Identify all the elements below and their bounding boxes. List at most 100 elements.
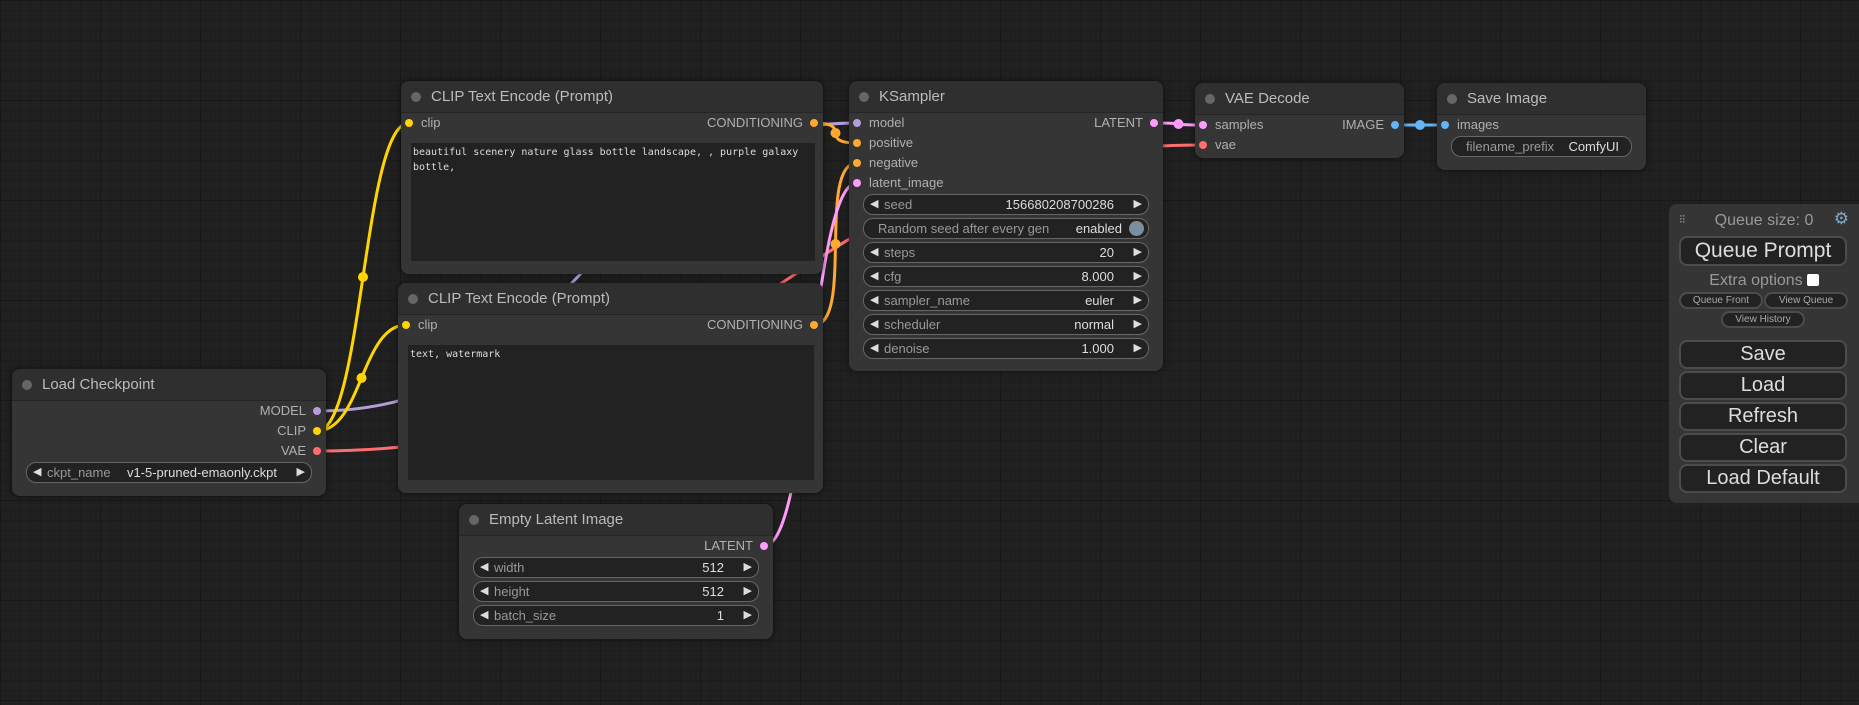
output-slot-conditioning[interactable]: CONDITIONING (707, 315, 823, 335)
input-slot-latent_image[interactable]: latent_image (849, 173, 943, 193)
slot-dot-icon[interactable] (313, 427, 321, 435)
link-midpoint-handle[interactable] (1415, 120, 1425, 130)
slot-dot-icon[interactable] (810, 119, 818, 127)
output-slot-image[interactable]: IMAGE (1342, 115, 1404, 135)
node-title[interactable]: Empty Latent Image (459, 504, 773, 536)
slot-dot-icon[interactable] (402, 321, 410, 329)
decrement-arrow-icon[interactable]: ◀ (870, 270, 879, 282)
input-slot-negative[interactable]: negative (849, 153, 918, 173)
slot-dot-icon[interactable] (1199, 141, 1207, 149)
output-slot-clip[interactable]: CLIP (277, 421, 326, 441)
node-ksampler[interactable]: KSampler model positive negative latent_imag… (849, 81, 1163, 371)
node-save-image[interactable]: Save Image images filename_prefix ComfyUI (1437, 83, 1646, 170)
extra-options-checkbox[interactable] (1806, 274, 1819, 286)
input-slot-images[interactable]: images (1437, 115, 1499, 135)
link-midpoint-handle[interactable] (356, 373, 367, 383)
decrement-arrow-icon[interactable]: ◀ (480, 609, 489, 621)
widget-filename-prefix[interactable]: filename_prefix ComfyUI (1451, 136, 1632, 157)
increment-arrow-icon[interactable]: ▶ (743, 585, 752, 597)
node-title[interactable]: Load Checkpoint (12, 369, 326, 401)
decrement-arrow-icon[interactable]: ◀ (33, 466, 42, 478)
input-slot-clip[interactable]: clip (398, 315, 438, 335)
load-button[interactable]: Load (1679, 371, 1847, 400)
node-vae-decode[interactable]: VAE Decode samples vae IMAGE (1195, 83, 1404, 158)
slot-dot-icon[interactable] (810, 321, 818, 329)
increment-arrow-icon[interactable]: ▶ (1133, 294, 1142, 306)
node-title[interactable]: CLIP Text Encode (Prompt) (398, 283, 823, 315)
output-slot-vae[interactable]: VAE (281, 441, 326, 461)
widget-sampler-name[interactable]: ◀ ▶ sampler_name euler (863, 290, 1149, 311)
node-title[interactable]: CLIP Text Encode (Prompt) (401, 81, 823, 113)
widget-random-seed-after-every-gen[interactable]: Random seed after every gen enabled (863, 218, 1149, 239)
increment-arrow-icon[interactable]: ▶ (743, 561, 752, 573)
prompt-textarea[interactable]: text, watermark (408, 345, 814, 480)
link-midpoint-handle[interactable] (830, 239, 841, 249)
slot-dot-icon[interactable] (853, 119, 861, 127)
decrement-arrow-icon[interactable]: ◀ (870, 342, 879, 354)
slot-dot-icon[interactable] (1441, 121, 1449, 129)
slot-dot-icon[interactable] (760, 542, 768, 550)
slot-dot-icon[interactable] (405, 119, 413, 127)
view-queue-button[interactable]: View Queue (1764, 292, 1848, 309)
input-slot-samples[interactable]: samples (1195, 115, 1263, 135)
collapse-dot-icon[interactable] (1205, 94, 1215, 104)
gear-icon[interactable]: ⚙ (1833, 209, 1849, 228)
drag-handle-icon[interactable]: ⁝⁝ (1679, 212, 1686, 226)
refresh-button[interactable]: Refresh (1679, 402, 1847, 431)
save-button[interactable]: Save (1679, 340, 1847, 369)
node-clip-text-encode-positive[interactable]: CLIP Text Encode (Prompt) clip CONDITIONIN… (401, 81, 823, 274)
node-empty-latent-image[interactable]: Empty Latent Image LATENT ◀ ▶ width 512 ◀ ▶ heig… (459, 504, 773, 639)
link-midpoint-handle[interactable] (830, 128, 841, 138)
node-load-checkpoint[interactable]: Load Checkpoint MODEL CLIP VAE ◀ ▶ ckpt_name v1… (12, 369, 326, 496)
widget-ckpt-name[interactable]: ◀ ▶ ckpt_name v1-5-pruned-emaonly.ckpt (26, 462, 312, 483)
link-midpoint-handle[interactable] (1173, 119, 1184, 129)
increment-arrow-icon[interactable]: ▶ (296, 466, 305, 478)
collapse-dot-icon[interactable] (22, 380, 32, 390)
slot-dot-icon[interactable] (853, 159, 861, 167)
input-slot-clip[interactable]: clip (401, 113, 441, 133)
input-slot-vae[interactable]: vae (1195, 135, 1236, 155)
clear-button[interactable]: Clear (1679, 433, 1847, 462)
slot-dot-icon[interactable] (1150, 119, 1158, 127)
increment-arrow-icon[interactable]: ▶ (1133, 198, 1142, 210)
node-title[interactable]: VAE Decode (1195, 83, 1404, 115)
slot-dot-icon[interactable] (1391, 121, 1399, 129)
collapse-dot-icon[interactable] (408, 294, 418, 304)
widget-width[interactable]: ◀ ▶ width 512 (473, 557, 759, 578)
view-history-button[interactable]: View History (1721, 311, 1805, 328)
decrement-arrow-icon[interactable]: ◀ (870, 246, 879, 258)
widget-steps[interactable]: ◀ ▶ steps 20 (863, 242, 1149, 263)
increment-arrow-icon[interactable]: ▶ (1133, 342, 1142, 354)
node-clip-text-encode-negative[interactable]: CLIP Text Encode (Prompt) clip CONDITIONIN… (398, 283, 823, 493)
increment-arrow-icon[interactable]: ▶ (1133, 246, 1142, 258)
input-slot-model[interactable]: model (849, 113, 904, 133)
output-slot-model[interactable]: MODEL (260, 401, 326, 421)
link-midpoint-handle[interactable] (358, 272, 368, 282)
queue-prompt-button[interactable]: Queue Prompt (1679, 236, 1847, 266)
decrement-arrow-icon[interactable]: ◀ (480, 585, 489, 597)
output-slot-conditioning[interactable]: CONDITIONING (707, 113, 823, 133)
collapse-dot-icon[interactable] (1447, 94, 1457, 104)
widget-batch-size[interactable]: ◀ ▶ batch_size 1 (473, 605, 759, 626)
slot-dot-icon[interactable] (313, 447, 321, 455)
output-slot-latent[interactable]: LATENT (704, 536, 773, 556)
collapse-dot-icon[interactable] (411, 92, 421, 102)
increment-arrow-icon[interactable]: ▶ (1133, 318, 1142, 330)
widget-scheduler[interactable]: ◀ ▶ scheduler normal (863, 314, 1149, 335)
widget-seed[interactable]: ◀ ▶ seed 156680208700286 (863, 194, 1149, 215)
collapse-dot-icon[interactable] (859, 92, 869, 102)
decrement-arrow-icon[interactable]: ◀ (870, 318, 879, 330)
increment-arrow-icon[interactable]: ▶ (1133, 270, 1142, 282)
decrement-arrow-icon[interactable]: ◀ (480, 561, 489, 573)
slot-dot-icon[interactable] (313, 407, 321, 415)
slot-dot-icon[interactable] (1199, 121, 1207, 129)
toggle-knob-icon[interactable] (1129, 221, 1144, 236)
widget-height[interactable]: ◀ ▶ height 512 (473, 581, 759, 602)
widget-denoise[interactable]: ◀ ▶ denoise 1.000 (863, 338, 1149, 359)
slot-dot-icon[interactable] (853, 179, 861, 187)
decrement-arrow-icon[interactable]: ◀ (870, 294, 879, 306)
slot-dot-icon[interactable] (853, 139, 861, 147)
widget-cfg[interactable]: ◀ ▶ cfg 8.000 (863, 266, 1149, 287)
prompt-textarea[interactable]: beautiful scenery nature glass bottle la… (411, 143, 815, 261)
queue-front-button[interactable]: Queue Front (1679, 292, 1763, 309)
